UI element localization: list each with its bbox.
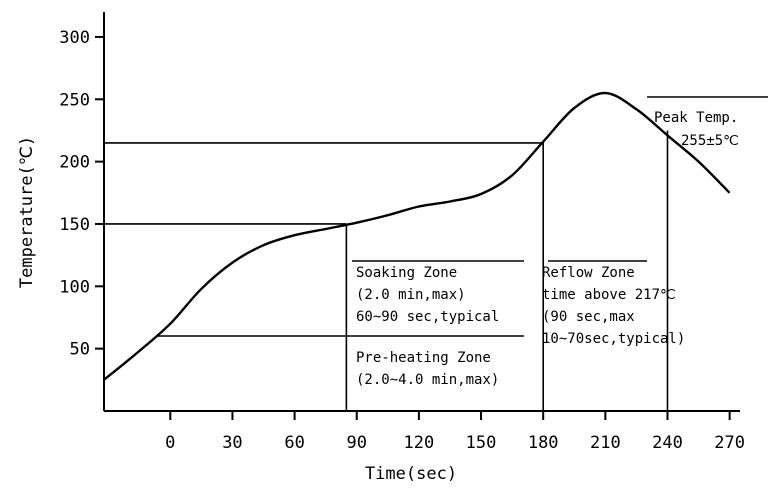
temperature-profile-line — [103, 91, 731, 381]
soaking-line-1: Soaking Zone — [356, 265, 457, 281]
x-tick-label: 120 — [404, 433, 435, 453]
x-tick-label: 150 — [466, 433, 497, 453]
x-tick-label: 90 — [347, 433, 367, 453]
preheat-line-1: Pre-heating Zone — [356, 350, 491, 366]
peak-title: Peak Temp. — [654, 110, 738, 126]
soaking-line-2: (2.0 min,max) — [356, 287, 466, 303]
y-tick-label: 100 — [59, 277, 90, 297]
annotation-underlines — [158, 96, 768, 337]
y-tick-label: 300 — [59, 28, 90, 48]
reflow-line-3: (90 sec,max — [542, 309, 635, 325]
y-tick-label: 250 — [59, 90, 90, 110]
reflow-line-1: Reflow Zone — [542, 265, 635, 281]
y-tick-label: 150 — [59, 215, 90, 235]
x-axis-title: Time(sec) — [365, 464, 457, 484]
y-tick-label: 50 — [70, 340, 90, 360]
x-tick-label: 180 — [528, 433, 559, 453]
peak-annotation: Peak Temp. 255±5℃ — [654, 110, 739, 149]
x-tick-label: 0 — [165, 433, 175, 453]
x-tick-label: 270 — [714, 433, 745, 453]
reference-lines — [104, 130, 669, 411]
x-tick-label: 240 — [652, 433, 683, 453]
y-axis-title: Temperature(℃) — [17, 136, 37, 288]
x-tick-label: 60 — [284, 433, 304, 453]
reflow-line-4: 10~70sec,typical) — [542, 331, 685, 347]
reflow-line-2: time above 217℃ — [542, 287, 676, 303]
soaking-line-3: 60~90 sec,typical — [356, 309, 499, 325]
soaking-zone-annotation: Soaking Zone (2.0 min,max) 60~90 sec,typ… — [356, 265, 499, 325]
x-tick-label: 30 — [222, 433, 242, 453]
y-tick-label: 200 — [59, 153, 90, 173]
peak-value: 255±5℃ — [681, 133, 739, 149]
reflow-zone-annotation: Reflow Zone time above 217℃ (90 sec,max … — [542, 265, 685, 347]
x-tick-label: 210 — [590, 433, 621, 453]
preheat-line-2: (2.0~4.0 min,max) — [356, 372, 499, 388]
y-axis-ticks: 50 100 150 200 250 300 — [59, 28, 104, 360]
preheat-zone-annotation: Pre-heating Zone (2.0~4.0 min,max) — [356, 350, 499, 388]
x-axis-ticks: 0 30 60 90 120 150 180 210 240 270 — [165, 411, 745, 453]
